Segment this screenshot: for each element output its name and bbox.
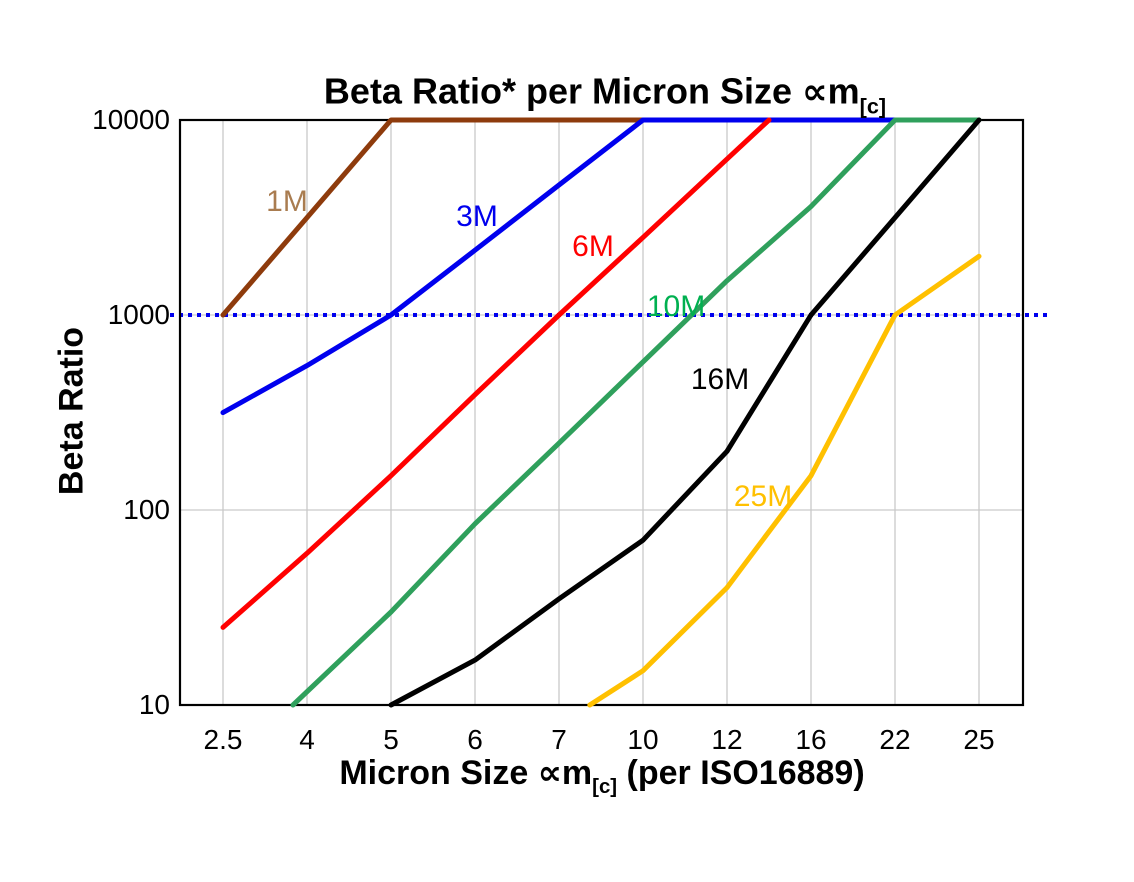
series-label-16M: 16M: [690, 363, 750, 396]
series-line-1M: [220, 117, 646, 318]
x-tick-label-10: 10: [627, 724, 659, 755]
x-tick-label-6: 6: [467, 724, 483, 755]
series-line-25M: [587, 253, 982, 708]
x-tick-label-2.5: 2.5: [203, 724, 243, 755]
series-line-16M: [388, 117, 982, 708]
chart-title: Beta Ratio* per Micron Size ∝m[c]: [324, 71, 886, 120]
series-label-6M: 6M: [572, 230, 614, 263]
series-label-10M: 10M: [646, 290, 706, 323]
y-tick-label-10: 10: [138, 689, 170, 720]
x-axis-label-post: (per ISO16889): [617, 753, 865, 792]
x-tick-label-16: 16: [795, 724, 827, 755]
x-axis-label-subscript: [c]: [592, 776, 618, 799]
x-tick-label-7: 7: [551, 724, 567, 755]
y-tick-label-1000: 1000: [107, 299, 170, 330]
x-tick-label-22: 22: [879, 724, 911, 755]
chart-title-subscript: [c]: [859, 93, 887, 119]
y-tick-label-10000: 10000: [92, 104, 170, 135]
chart-title-text: Beta Ratio* per Micron Size ∝m: [323, 70, 860, 112]
x-axis-label-pre: Micron Size ∝m: [339, 753, 593, 792]
x-tick-label-4: 4: [299, 724, 315, 755]
series-label-3M: 3M: [456, 200, 498, 233]
series-line-3M: [220, 117, 898, 416]
x-tick-label-12: 12: [711, 724, 743, 755]
x-tick-label-25: 25: [963, 724, 995, 755]
x-tick-label-5: 5: [383, 724, 399, 755]
y-tick-label-100: 100: [123, 494, 170, 525]
series-label-25M: 25M: [733, 480, 793, 513]
series-line-6M: [220, 117, 772, 630]
series-label-1M: 1M: [266, 185, 308, 218]
series-line-10M: [290, 117, 982, 708]
y-axis-label: Beta Ratio: [52, 326, 91, 496]
x-axis-label: Micron Size ∝m[c] (per ISO16889): [339, 753, 864, 799]
